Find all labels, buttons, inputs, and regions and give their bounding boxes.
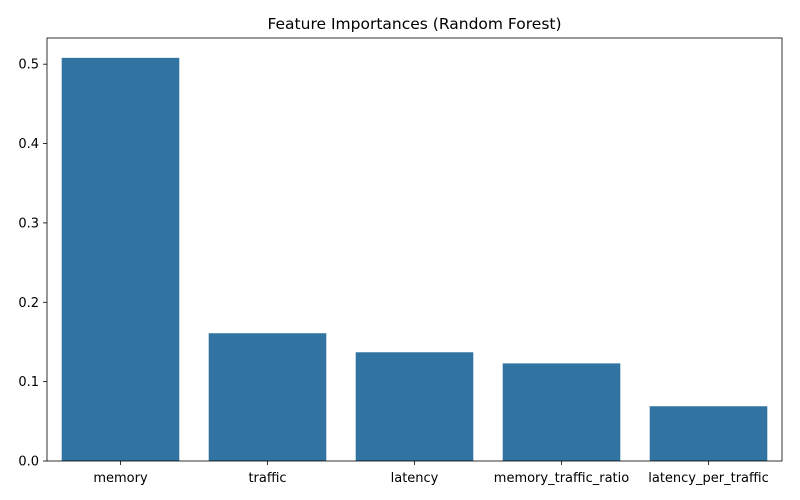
y-tick-label: 0.4 <box>18 137 39 152</box>
y-tick-label: 0.3 <box>18 216 39 231</box>
axes-layer: memory traffic latency memory_traffic_ratio… <box>18 37 783 486</box>
x-tick-label: latency <box>391 471 439 486</box>
y-tick-label: 0.1 <box>18 375 39 390</box>
bar-traffic <box>208 333 327 461</box>
x-tick-label: memory_traffic_ratio <box>494 471 629 486</box>
bar-memory-traffic-ratio <box>502 363 621 461</box>
bar-latency <box>355 352 474 461</box>
x-tick-label: memory <box>93 471 148 486</box>
x-tick-label: latency_per_traffic <box>648 471 768 486</box>
bars-layer <box>61 57 768 462</box>
y-tick-label: 0.0 <box>18 455 39 470</box>
plot-frame <box>46 37 783 462</box>
chart-title: Feature Importances (Random Forest) <box>267 15 561 33</box>
x-tick-label: traffic <box>248 471 286 486</box>
bar-memory <box>61 57 180 462</box>
bar-latency-per-traffic <box>649 406 768 461</box>
y-tick-label: 0.2 <box>18 296 39 311</box>
y-tick-label: 0.5 <box>18 58 39 73</box>
